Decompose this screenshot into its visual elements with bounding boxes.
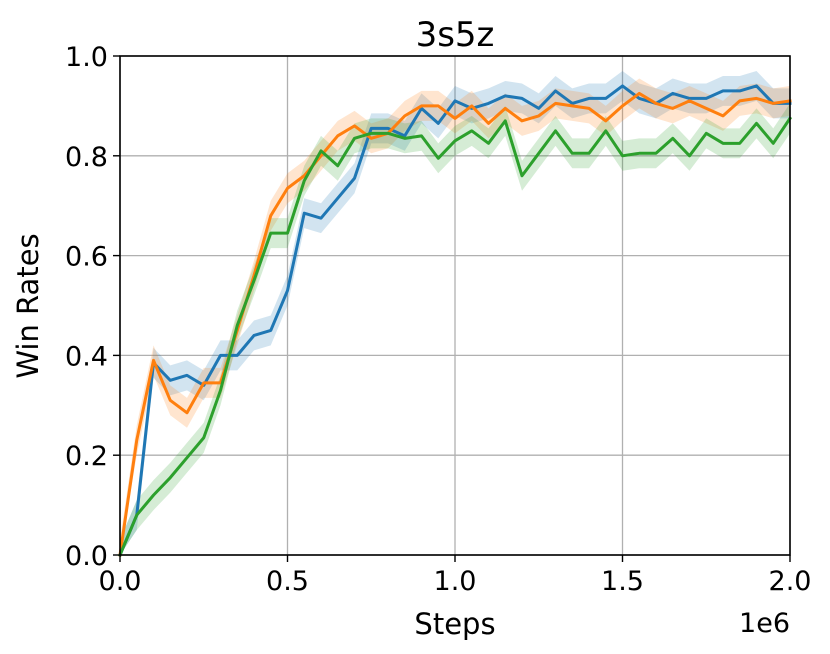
x-tick-label: 1.0 — [434, 566, 477, 597]
y-tick-label: 0.8 — [65, 142, 108, 173]
y-tick-label: 0.4 — [65, 341, 108, 372]
y-axis-label: Win Rates — [11, 233, 45, 378]
x-tick-label: 0.5 — [266, 566, 309, 597]
y-tick-label: 0.6 — [65, 242, 108, 273]
y-tick-label: 0.0 — [65, 541, 108, 572]
x-tick-label: 0.0 — [99, 566, 142, 597]
series-lines — [118, 84, 793, 557]
y-tick-label: 1.0 — [65, 42, 108, 73]
x-tick-label: 1.5 — [601, 566, 644, 597]
x-tick-label: 2.0 — [769, 566, 812, 597]
series-0-line — [118, 84, 792, 557]
series-1-band — [120, 78, 790, 555]
axis-ticks: 0.0 0.5 1.0 1.5 2.0 0.0 0.2 0.4 0.6 0.8 1.0 — [65, 42, 811, 597]
x-axis-offset-label: 1e6 — [739, 608, 790, 639]
confidence-bands — [120, 70, 790, 556]
x-axis-label: Steps — [414, 607, 495, 641]
chart-title: 3s5z — [416, 15, 495, 55]
series-2-band — [120, 103, 790, 556]
y-tick-label: 0.2 — [65, 441, 108, 472]
series-2-line — [118, 116, 793, 557]
